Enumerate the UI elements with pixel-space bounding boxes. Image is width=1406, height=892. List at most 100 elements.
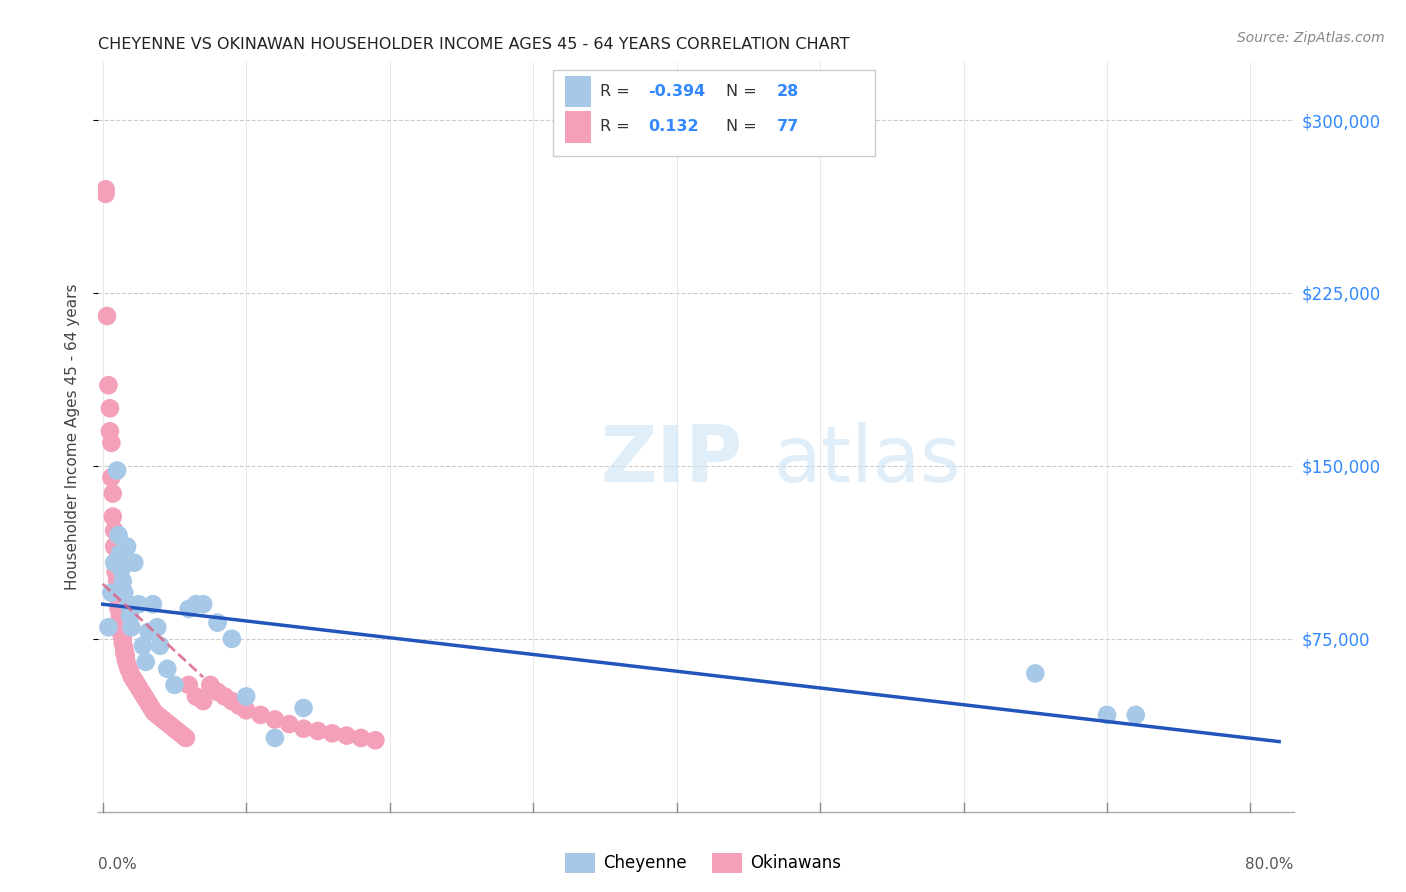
- Point: [107, 592, 129, 607]
- Point: [174, 731, 197, 745]
- Point: [94, 182, 117, 196]
- Point: [221, 694, 243, 708]
- Point: [191, 597, 214, 611]
- Text: N =: N =: [725, 84, 762, 99]
- Point: [111, 632, 134, 646]
- Point: [184, 690, 207, 704]
- Point: [172, 729, 194, 743]
- Point: [100, 435, 122, 450]
- Text: R =: R =: [600, 120, 640, 135]
- Point: [131, 685, 153, 699]
- Point: [163, 678, 186, 692]
- Point: [97, 620, 120, 634]
- Point: [200, 678, 222, 692]
- Y-axis label: Householder Income Ages 45 - 64 years: Householder Income Ages 45 - 64 years: [65, 284, 80, 591]
- Point: [139, 698, 162, 713]
- Point: [149, 710, 172, 724]
- Point: [121, 671, 143, 685]
- Point: [128, 680, 150, 694]
- Text: atlas: atlas: [773, 422, 962, 498]
- Point: [103, 540, 125, 554]
- Point: [141, 701, 163, 715]
- Point: [307, 724, 329, 739]
- Point: [105, 463, 128, 477]
- Text: CHEYENNE VS OKINAWAN HOUSEHOLDER INCOME AGES 45 - 64 YEARS CORRELATION CHART: CHEYENNE VS OKINAWAN HOUSEHOLDER INCOME …: [98, 37, 849, 52]
- Point: [184, 597, 207, 611]
- Point: [100, 470, 122, 484]
- Point: [110, 627, 132, 641]
- Point: [235, 703, 257, 717]
- Point: [191, 694, 214, 708]
- Point: [105, 574, 128, 589]
- Point: [110, 563, 132, 577]
- Point: [98, 425, 121, 439]
- Point: [101, 509, 124, 524]
- Point: [207, 685, 229, 699]
- Point: [98, 401, 121, 416]
- Point: [321, 726, 343, 740]
- Point: [292, 701, 315, 715]
- Point: [146, 620, 169, 634]
- Point: [117, 597, 139, 611]
- Point: [1095, 707, 1118, 722]
- Point: [104, 556, 127, 570]
- Point: [142, 703, 165, 717]
- Point: [108, 547, 131, 561]
- Text: 0.0%: 0.0%: [98, 856, 138, 871]
- Point: [214, 690, 236, 704]
- Point: [114, 648, 136, 662]
- Point: [97, 378, 120, 392]
- Point: [149, 639, 172, 653]
- Point: [129, 682, 152, 697]
- Point: [120, 620, 142, 634]
- Point: [101, 486, 124, 500]
- Point: [350, 731, 373, 745]
- Legend: Cheyenne, Okinawans: Cheyenne, Okinawans: [558, 847, 848, 880]
- Point: [100, 585, 122, 599]
- Point: [105, 583, 128, 598]
- Point: [146, 707, 169, 722]
- Bar: [565, 76, 591, 107]
- Point: [163, 722, 186, 736]
- Point: [94, 186, 117, 201]
- Text: 0.132: 0.132: [648, 120, 699, 135]
- Point: [264, 713, 287, 727]
- Text: -0.394: -0.394: [648, 84, 706, 99]
- Point: [124, 556, 146, 570]
- Point: [110, 620, 132, 634]
- Point: [160, 719, 183, 733]
- Point: [138, 697, 160, 711]
- Bar: [565, 112, 591, 143]
- Text: ZIP: ZIP: [600, 422, 742, 498]
- Text: 80.0%: 80.0%: [1246, 856, 1294, 871]
- Point: [112, 646, 135, 660]
- Point: [1024, 666, 1046, 681]
- Point: [108, 615, 131, 630]
- Point: [155, 714, 177, 729]
- Point: [111, 636, 134, 650]
- Point: [96, 309, 118, 323]
- Point: [118, 664, 141, 678]
- Point: [157, 717, 180, 731]
- Point: [128, 597, 150, 611]
- Point: [166, 724, 188, 739]
- Point: [118, 608, 141, 623]
- Point: [135, 655, 157, 669]
- Point: [169, 726, 191, 740]
- Point: [114, 556, 136, 570]
- Point: [364, 733, 387, 747]
- Point: [112, 640, 135, 655]
- Point: [177, 678, 200, 692]
- Point: [264, 731, 287, 745]
- Point: [132, 687, 155, 701]
- Point: [336, 729, 359, 743]
- Point: [136, 694, 159, 708]
- Text: 77: 77: [778, 120, 800, 135]
- Point: [142, 597, 165, 611]
- Point: [125, 675, 148, 690]
- Point: [108, 608, 131, 623]
- Point: [235, 690, 257, 704]
- Point: [117, 662, 139, 676]
- Point: [156, 662, 179, 676]
- Point: [134, 690, 156, 704]
